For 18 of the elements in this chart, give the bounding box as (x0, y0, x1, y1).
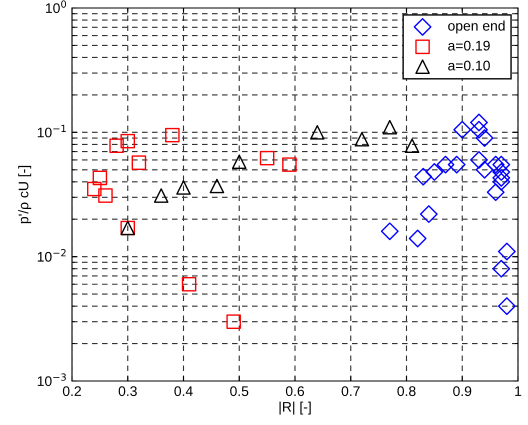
legend-label: a=0.10 (448, 60, 490, 70)
x-tick-label: 0.6 (286, 386, 304, 396)
legend-label: a=0.19 (448, 40, 490, 51)
y-tick-label: 10$^{−3}$ (38, 373, 66, 386)
x-axis-title: |R| [-] (280, 402, 311, 415)
x-tick-label: 0.2 (62, 386, 81, 396)
x-tick-label: 0.4 (174, 386, 193, 396)
x-tick-label: 0.5 (230, 386, 248, 396)
y-tick-label: 10$^{−2}$ (38, 249, 66, 262)
y-axis-title: p'/ρ cU [-] (18, 166, 32, 224)
x-tick-label: 0.8 (397, 386, 416, 396)
x-tick-label: 0.7 (342, 386, 360, 396)
x-tick-label: 0.9 (453, 386, 472, 396)
y-tick-label: 10$^{−1}$ (38, 124, 66, 138)
y-tick-label: 10$^{0}$ (46, 0, 66, 14)
x-tick-label: 1 (515, 386, 522, 396)
x-tick-label: 0.3 (118, 386, 137, 396)
legend-label: open end (448, 20, 505, 34)
